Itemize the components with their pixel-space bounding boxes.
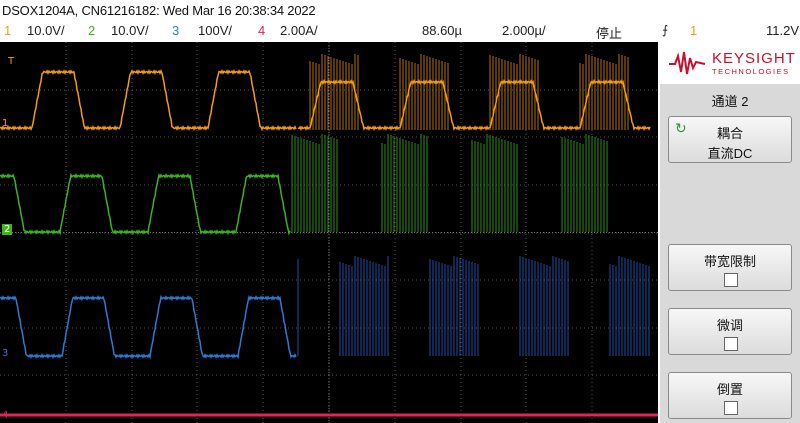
ch3-number[interactable]: 3	[172, 23, 180, 38]
keysight-logo: KEYSIGHT TECHNOLOGIES	[660, 42, 800, 84]
rising-edge-icon: ⨍	[662, 23, 669, 37]
fine-label: 微调	[716, 318, 743, 333]
ch3-trace	[0, 294, 297, 360]
bw-limit-softkey[interactable]: 带宽限制	[668, 244, 792, 291]
rotate-knob-icon: ↻	[675, 121, 687, 137]
logo-brand: KEYSIGHT	[712, 50, 796, 67]
waveform-display[interactable]: T 1 2 3 4	[0, 42, 658, 423]
ch2-trace	[0, 172, 291, 236]
waveform-canvas	[0, 42, 658, 423]
trigger-time-marker: T	[8, 56, 15, 67]
coupling-value: 直流DC	[707, 146, 753, 161]
panel-title: 通道 2	[711, 94, 749, 109]
ch2-number[interactable]: 2	[88, 23, 96, 38]
invert-checkbox[interactable]	[724, 401, 738, 415]
coupling-label: 耦合	[716, 126, 743, 141]
ch1-ground-marker[interactable]: 1	[2, 118, 9, 129]
timebase-delay[interactable]: 88.60µ	[422, 23, 463, 38]
bw-limit-checkbox[interactable]	[724, 273, 738, 287]
bw-limit-label: 带宽限制	[703, 254, 756, 269]
ch1-number[interactable]: 1	[4, 23, 12, 38]
title-bar: DSOX1204A, CN61216182: Wed Mar 16 20:38:…	[0, 0, 800, 22]
coupling-softkey[interactable]: ↻ 耦合 直流DC	[668, 116, 792, 163]
run-state[interactable]: 停止	[596, 26, 623, 41]
instrument-title: DSOX1204A, CN61216182: Wed Mar 16 20:38:…	[2, 3, 316, 18]
ch4-ground-marker[interactable]: 4	[2, 410, 9, 421]
ch1-switching-trace	[309, 54, 629, 130]
ch3-scale[interactable]: 100V/	[198, 23, 232, 38]
logo-tech: TECHNOLOGIES	[712, 67, 790, 76]
ch2-switching-trace	[291, 134, 608, 232]
ch2-ground-marker[interactable]: 2	[2, 224, 13, 235]
trigger-level[interactable]: 11.2V	[766, 23, 800, 38]
ch4-number[interactable]: 4	[258, 23, 266, 38]
ch2-scale[interactable]: 10.0V/	[111, 23, 149, 38]
trigger-source[interactable]: 1	[690, 23, 698, 38]
ch1-scale[interactable]: 10.0V/	[27, 23, 65, 38]
graticule	[0, 42, 658, 423]
ch3-ground-marker[interactable]: 3	[2, 348, 9, 359]
ch1-trace	[0, 68, 297, 132]
keysight-wave-icon	[669, 51, 706, 75]
invert-softkey[interactable]: 倒置	[668, 372, 792, 419]
channel-status-bar: 1 10.0V/ 2 10.0V/ 3 100V/ 4 2.00A/ 88.60…	[0, 22, 800, 42]
ch3-switching-trace	[297, 256, 650, 356]
timebase-scale[interactable]: 2.000µ/	[502, 23, 546, 38]
fine-checkbox[interactable]	[724, 337, 738, 351]
softkey-panel: KEYSIGHT TECHNOLOGIES 通道 2 ↻ 耦合 直流DC 带宽限…	[660, 42, 800, 423]
ch1-envelope-trace	[297, 78, 651, 132]
invert-label: 倒置	[716, 382, 743, 397]
fine-softkey[interactable]: 微调	[668, 308, 792, 355]
ch4-scale[interactable]: 2.00A/	[280, 23, 318, 38]
